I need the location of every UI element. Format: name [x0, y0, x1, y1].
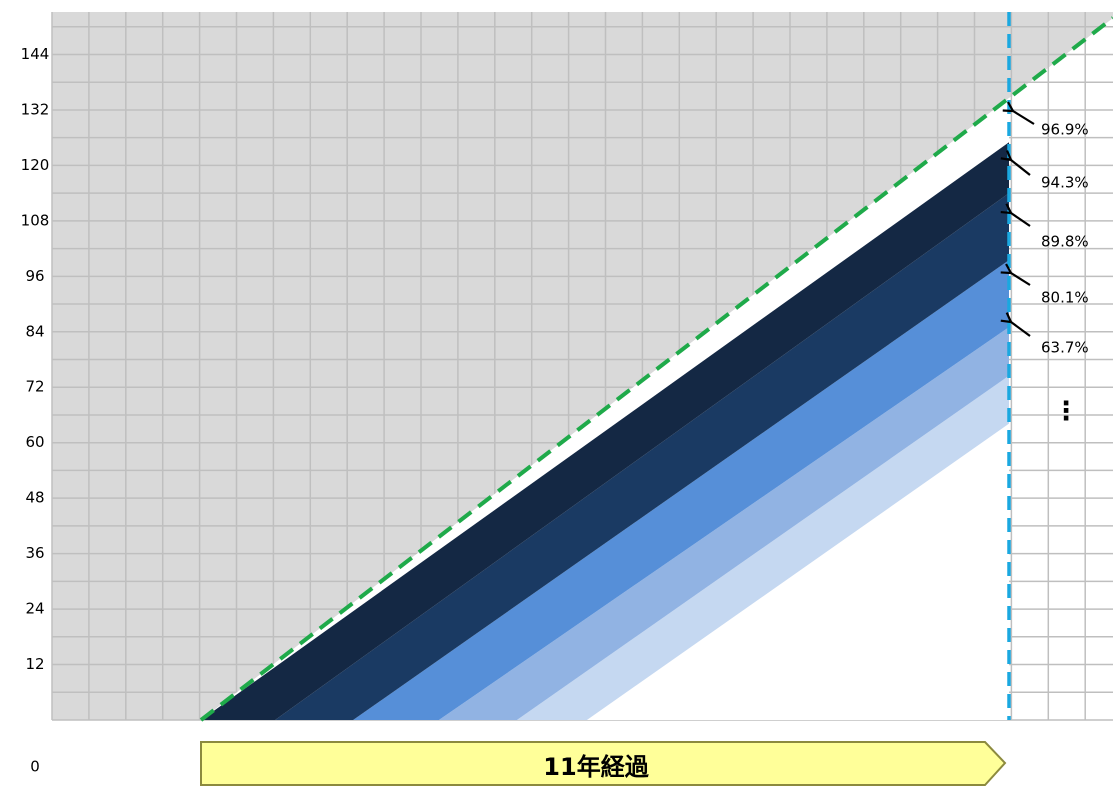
- y-tick-label: 132: [21, 100, 50, 118]
- reference-line: [199, 16, 1113, 722]
- y-tick-label: 144: [21, 45, 50, 63]
- label-arrow: [1011, 322, 1031, 337]
- ellipsis-marker: ⋮: [1053, 397, 1079, 427]
- y-tick-label: 108: [21, 211, 50, 229]
- y-tick-label: 12: [25, 655, 44, 673]
- data-band: [516, 375, 1009, 720]
- data-band: [201, 142, 1009, 720]
- y-axis-ticks: 0 12 24 36 48 60 72 84 96 108 120 132 144: [21, 45, 50, 776]
- y-tick-label: 96: [25, 267, 44, 285]
- label-arrow: [1011, 273, 1031, 286]
- label-arrow: [1011, 213, 1031, 227]
- percentage-label: 94.3%: [1041, 174, 1089, 192]
- percentage-label: 63.7%: [1041, 339, 1089, 357]
- data-bands: [201, 142, 1010, 720]
- y-tick-label: 0: [30, 758, 40, 776]
- reference-lines: [199, 12, 1113, 722]
- percentage-label: 80.1%: [1041, 289, 1089, 307]
- percentage-labels: 96.9% 94.3% 89.8% 80.1% 63.7%: [1011, 111, 1089, 357]
- y-tick-label: 120: [21, 156, 50, 174]
- y-tick-label: 48: [25, 489, 44, 507]
- y-tick-label: 72: [25, 378, 44, 396]
- y-tick-label: 36: [25, 544, 44, 562]
- label-arrow: [1011, 160, 1031, 176]
- y-tick-label: 24: [25, 600, 44, 618]
- percentage-label: 96.9%: [1041, 121, 1089, 139]
- elapsed-label: 11年経過: [543, 753, 649, 781]
- percentage-label: 89.8%: [1041, 233, 1089, 251]
- elapsed-arrow-shape: [200, 741, 1007, 786]
- y-tick-label: 84: [25, 322, 44, 340]
- elapsed-banner: 11年経過: [200, 741, 1007, 786]
- y-tick-label: 60: [25, 433, 44, 451]
- label-arrow: [1013, 111, 1035, 125]
